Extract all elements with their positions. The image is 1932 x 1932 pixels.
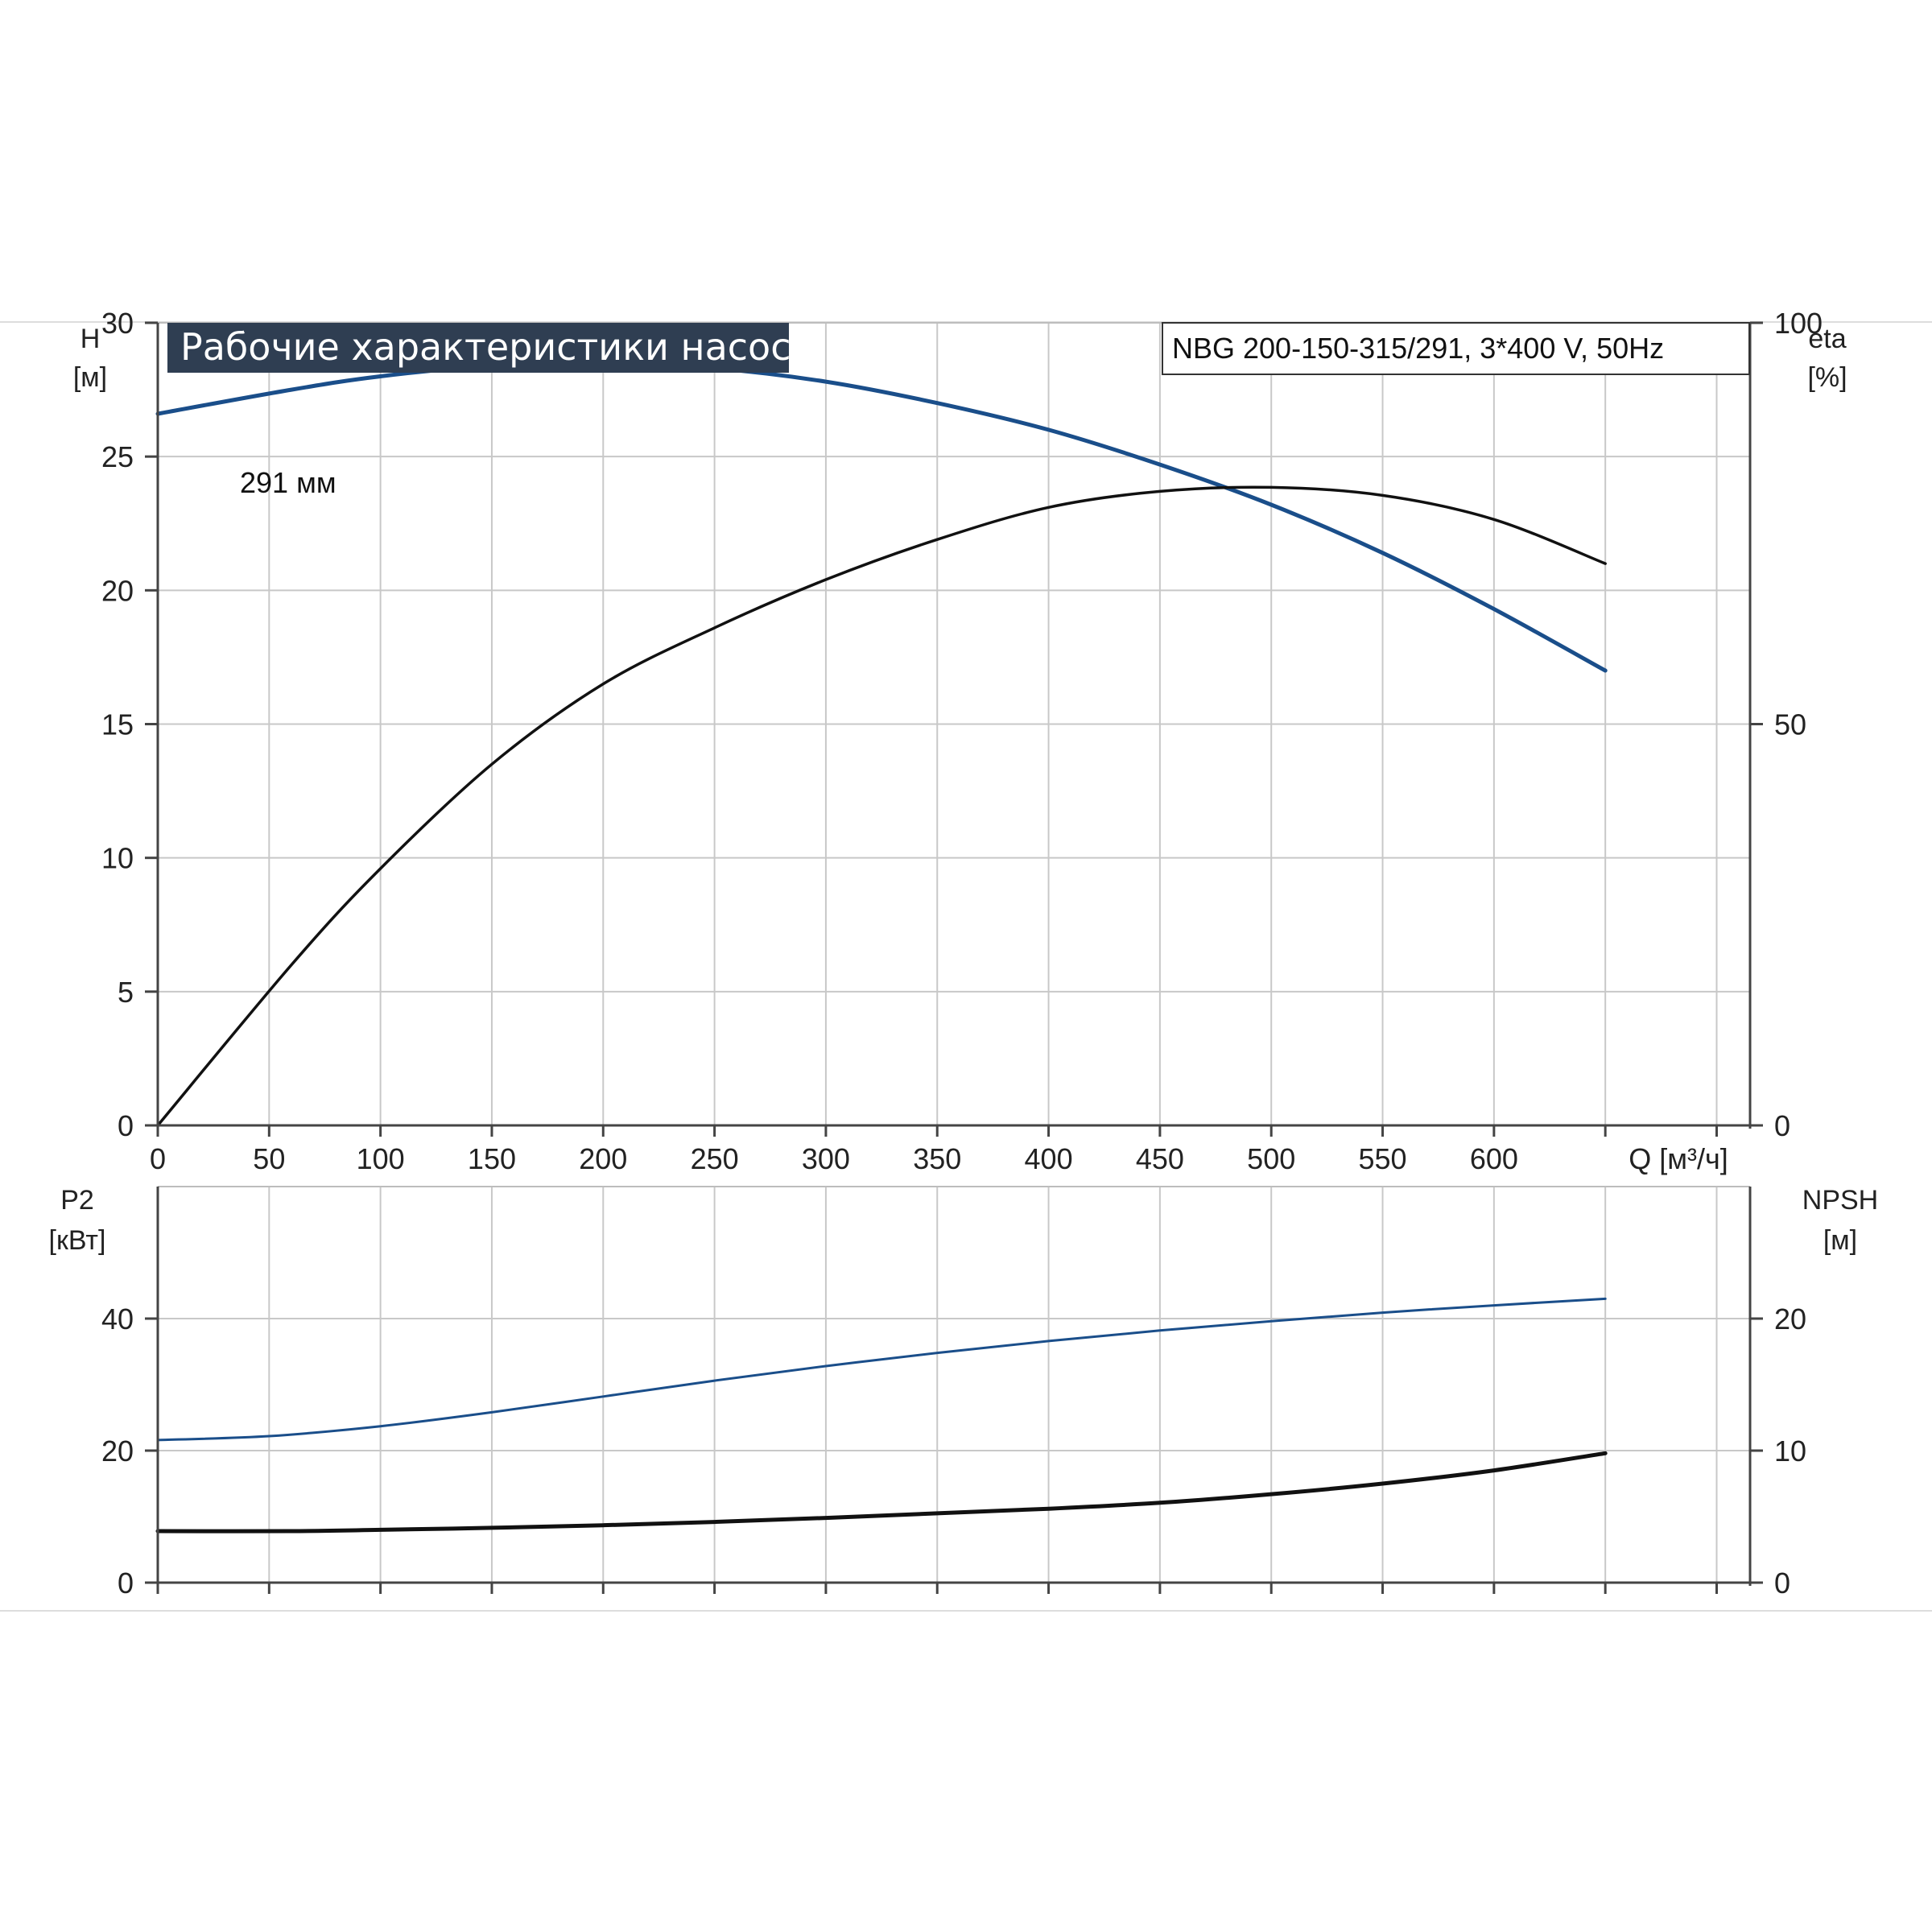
x-tick-label: 300: [802, 1142, 850, 1175]
y-right-tick-label: 0: [1774, 1567, 1790, 1600]
x-tick-label: 450: [1136, 1142, 1184, 1175]
model-label: NBG 200-150-315/291, 3*400 V, 50Hz: [1172, 332, 1664, 365]
series-curve-p1-s1: [155, 1451, 1608, 1534]
y-left-tick-label: 40: [101, 1302, 134, 1335]
x-tick-label: 100: [357, 1142, 405, 1175]
x-tick-label: 200: [579, 1142, 627, 1175]
y-left-tick-label: 25: [101, 440, 134, 473]
x-tick-label: 400: [1025, 1142, 1073, 1175]
y-right-tick-label: 20: [1774, 1302, 1806, 1335]
y-left-tick-label: 0: [118, 1109, 134, 1142]
x-axis-label: Q [м³/ч]: [1629, 1142, 1728, 1175]
series-curve-p1-s0: [156, 1297, 1607, 1442]
y-left-tick-label: 20: [101, 574, 134, 607]
y-left-axis-name-bottom: P2: [60, 1185, 94, 1216]
y-left-tick-label: 10: [101, 842, 134, 875]
title-box: [167, 323, 789, 373]
x-tick-label: 600: [1470, 1142, 1518, 1175]
y-right-tick-label: 50: [1774, 708, 1806, 741]
model-box: [1162, 322, 1750, 375]
y-left-axis-name-top: H: [80, 324, 101, 354]
y-left-tick-label: 5: [118, 976, 134, 1009]
y-right-tick-label: 10: [1774, 1435, 1806, 1468]
y-left-tick-label: 0: [118, 1567, 134, 1600]
y-right-axis-unit-bottom: [м]: [1823, 1225, 1857, 1256]
series-curve-p0-s0: [155, 361, 1608, 673]
y-right-axis-name-bottom: NPSH: [1802, 1185, 1878, 1216]
y-right-axis-name-top: eta: [1808, 324, 1846, 354]
x-tick-label: 500: [1247, 1142, 1295, 1175]
y-right-tick-label: 100: [1774, 307, 1823, 340]
y-right-tick-label: 0: [1774, 1109, 1790, 1142]
y-left-tick-label: 30: [101, 307, 134, 340]
curve-layer: [155, 361, 1608, 1534]
x-tick-label: 250: [691, 1142, 739, 1175]
x-tick-label: 150: [468, 1142, 516, 1175]
y-left-axis-unit-bottom: [кВт]: [49, 1225, 106, 1256]
x-tick-label: 350: [913, 1142, 961, 1175]
x-tick-label: 550: [1358, 1142, 1406, 1175]
y-left-tick-label: 15: [101, 708, 134, 741]
chart-title: Рабочие характеристики насоса: [180, 325, 814, 369]
x-tick-label: 50: [253, 1142, 285, 1175]
series-label-291: 291 мм: [240, 466, 336, 499]
y-right-axis-unit-top: [%]: [1807, 362, 1847, 393]
y-left-tick-label: 20: [101, 1435, 134, 1468]
x-tick-label: 0: [150, 1142, 166, 1175]
series-curve-p0-s1: [156, 485, 1607, 1127]
y-left-axis-unit-top: [м]: [73, 362, 107, 393]
